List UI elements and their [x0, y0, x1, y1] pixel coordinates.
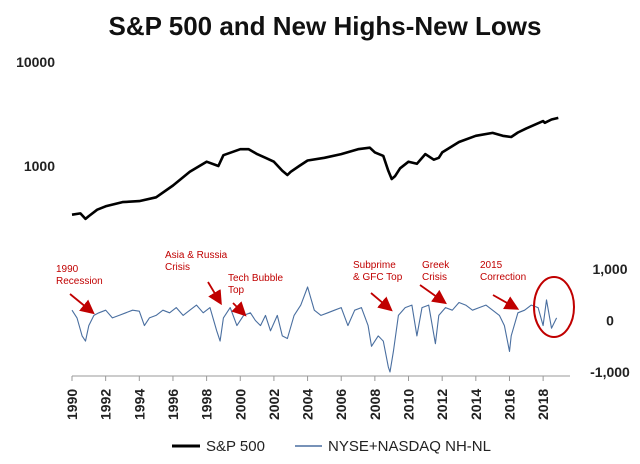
x-tick-label: 2018 — [535, 389, 551, 420]
left-tick-label: 10000 — [16, 54, 55, 70]
annotation-label: Tech Bubble — [228, 273, 283, 284]
annotation-arrow — [370, 292, 393, 312]
x-tick-label: 1998 — [199, 389, 215, 420]
right-tick-label: 1,000 — [592, 261, 627, 277]
annotation-label: Greek — [422, 260, 450, 271]
annotation-arrow — [231, 301, 247, 317]
left-axis: 10000 1000 — [16, 54, 55, 174]
x-tick-label: 1992 — [98, 389, 114, 420]
annotation-arrow — [207, 281, 222, 306]
annotation-label: Recession — [56, 276, 103, 287]
right-tick-label: -1,000 — [590, 364, 630, 380]
annotation-label: & GFC Top — [353, 272, 403, 283]
x-tick-label: 2008 — [367, 389, 383, 420]
x-tick-label: 2016 — [501, 389, 517, 420]
annotation-arrow — [69, 293, 95, 315]
x-tick-label: 2010 — [401, 389, 417, 420]
annotation-label: Crisis — [422, 272, 447, 283]
highlight-circle — [533, 276, 575, 338]
annotation-arrow — [492, 294, 520, 310]
right-tick-label: 0 — [606, 313, 614, 329]
annotation-label: 2015 — [480, 260, 503, 271]
legend-label: NYSE+NASDAQ NH-NL — [328, 438, 491, 455]
x-tick-label: 1994 — [131, 389, 147, 420]
x-tick-label: 1990 — [64, 389, 80, 420]
legend-label: S&P 500 — [206, 438, 265, 455]
sp500-line — [71, 116, 559, 221]
annotation-label: 1990 — [56, 264, 79, 275]
chart-title: S&P 500 and New Highs-New Lows — [109, 11, 542, 41]
right-axis: 1,000 0 -1,000 — [590, 261, 630, 380]
x-tick-label: 2004 — [300, 389, 316, 420]
annotation-label: Correction — [480, 272, 526, 283]
x-tick-label: 1996 — [165, 389, 181, 420]
plot-area — [71, 116, 559, 373]
x-axis: 1990 1992 1994 1996 1998 2000 2002 2004 2006 2008… — [64, 375, 570, 420]
legend: S&P 500 NYSE+NASDAQ NH-NL — [172, 438, 491, 455]
annotation-label: Top — [228, 285, 245, 296]
nh-nl-line — [71, 286, 558, 373]
annotation-label: Asia & Russia — [165, 250, 228, 261]
x-tick-label: 2006 — [333, 389, 349, 420]
x-tick-label: 2014 — [468, 389, 484, 420]
x-tick-label: 2012 — [434, 389, 450, 420]
x-tick-label: 2000 — [232, 389, 248, 420]
left-tick-label: 1000 — [24, 158, 55, 174]
annotation-arrow — [419, 284, 447, 305]
annotation-label: Crisis — [165, 262, 190, 273]
annotation-label: Subprime — [353, 260, 396, 271]
x-tick-label: 2002 — [266, 389, 282, 420]
